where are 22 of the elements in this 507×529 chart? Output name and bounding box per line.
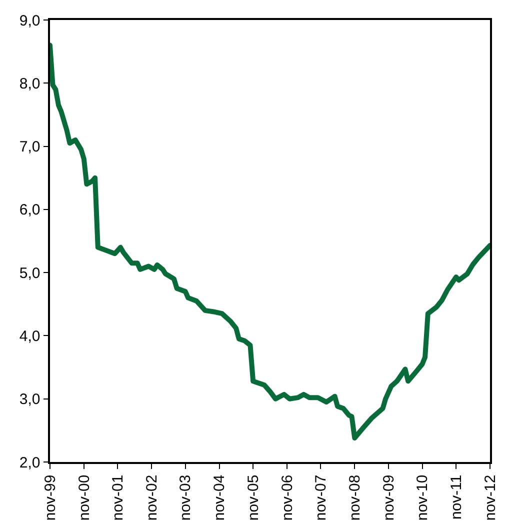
x-tick-label: nov-99	[42, 474, 59, 521]
x-tick-label: nov-03	[177, 474, 194, 521]
x-tick-label: nov-05	[244, 474, 262, 521]
x-tick-label: nov-00	[76, 474, 93, 521]
y-tick-label: 9,0	[19, 12, 40, 30]
y-tick-label: 6,0	[19, 202, 40, 219]
x-tick-label: nov-11	[448, 474, 465, 520]
y-tick-label: 8,0	[19, 75, 40, 92]
x-tick-label: nov-08	[346, 474, 364, 521]
x-tick-label: nov-07	[312, 474, 330, 521]
y-tick-label: 3,0	[19, 391, 40, 408]
y-tick-label: 2,0	[19, 454, 40, 472]
y-tick-label: 5,0	[19, 264, 40, 282]
x-tick-label: nov-01	[110, 474, 127, 521]
x-tick-label: nov-04	[211, 474, 228, 521]
x-tick-label: nov-06	[278, 474, 296, 521]
x-tick-label: nov-10	[414, 474, 432, 521]
x-tick-label: nov-02	[143, 474, 160, 521]
y-tick-label: 4,0	[19, 328, 40, 345]
y-tick-label: 7,0	[19, 138, 40, 156]
x-tick-label: nov-09	[380, 474, 398, 521]
x-tick-label: nov-12	[482, 474, 499, 521]
